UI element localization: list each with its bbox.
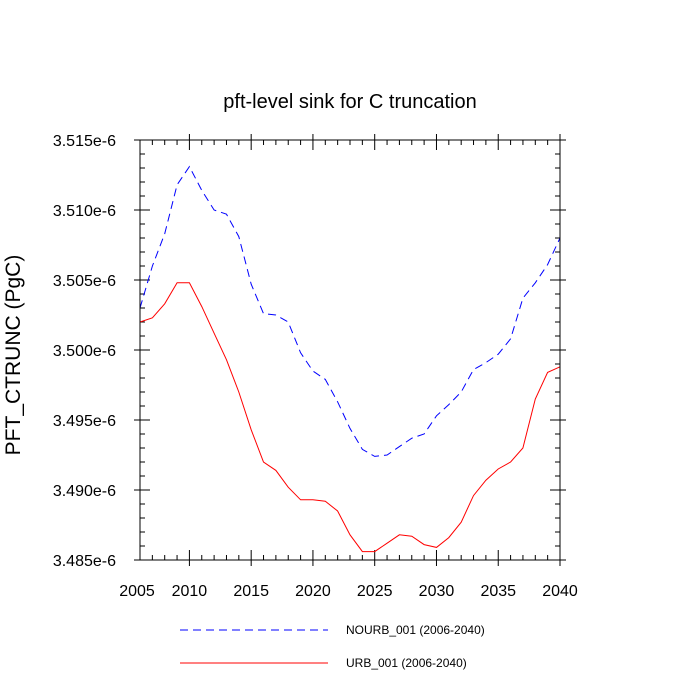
y-tick-label: 3.495e-6 <box>53 413 116 430</box>
y-tick-label: 3.515e-6 <box>53 133 116 150</box>
legend-label: URB_001 (2006-2040) <box>346 656 467 670</box>
y-axis-label: PFT_CTRUNC (PgC) <box>2 255 25 456</box>
y-tick-label: 3.500e-6 <box>53 343 116 360</box>
plot-frame <box>139 139 561 561</box>
chart-title: pft-level sink for C truncation <box>223 91 476 113</box>
y-tick-labels: 3.485e-6 3.490e-6 3.495e-6 3.500e-6 3.505e-6… <box>53 133 116 570</box>
legend: NOURB_001 (2006-2040) URB_001 (2006-2040) <box>180 623 485 670</box>
series-line-1 <box>139 165 561 457</box>
series-line-2 <box>139 282 561 553</box>
x-tick-label: 2015 <box>233 583 269 600</box>
y-tick-label: 3.490e-6 <box>53 483 116 500</box>
axis-ticks <box>134 134 566 566</box>
x-tick-label: 2030 <box>419 583 455 600</box>
x-tick-label: 2040 <box>542 583 578 600</box>
series-lines <box>139 165 561 553</box>
legend-label: NOURB_001 (2006-2040) <box>346 623 485 637</box>
x-tick-label: 2010 <box>172 583 208 600</box>
x-tick-label: 2020 <box>295 583 331 600</box>
y-tick-label: 3.510e-6 <box>53 203 116 220</box>
y-tick-label: 3.485e-6 <box>53 553 116 570</box>
x-tick-label: 2035 <box>480 583 516 600</box>
x-tick-label: 2025 <box>357 583 393 600</box>
x-tick-labels: 2005 2010 2015 2020 2025 2030 2035 2040 <box>119 583 578 600</box>
x-tick-label: 2005 <box>119 583 155 600</box>
y-tick-label: 3.505e-6 <box>53 273 116 290</box>
